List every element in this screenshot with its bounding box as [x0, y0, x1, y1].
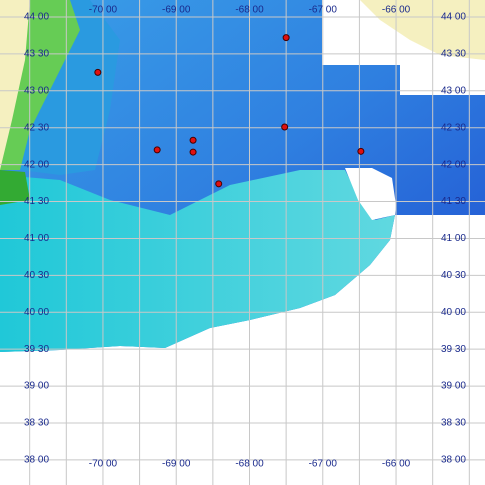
y-tick-label: 44 00 [441, 12, 466, 23]
graticule-labels: -70 00 -70 00 -69 00 -69 00 -68 00 -68 00 -67 … [24, 5, 466, 470]
y-tick-label: 40 30 [441, 270, 466, 281]
y-tick-label: 43 30 [24, 49, 49, 60]
x-tick-label: -70 00 [89, 5, 118, 16]
x-tick-label: -66 00 [382, 459, 411, 470]
x-tick-label: -67 00 [309, 5, 338, 16]
station-point [189, 148, 197, 156]
y-tick-label: 41 00 [441, 233, 466, 244]
y-tick-label: 42 30 [441, 122, 466, 133]
y-tick-label: 41 30 [441, 196, 466, 207]
y-tick-label: 43 30 [441, 49, 466, 60]
x-tick-label: -67 00 [309, 459, 338, 470]
x-tick-label: -68 00 [235, 5, 264, 16]
station-point [153, 146, 161, 154]
y-tick-label: 39 00 [441, 381, 466, 392]
y-tick-label: 42 30 [24, 122, 49, 133]
x-tick-label: -70 00 [89, 459, 118, 470]
x-tick-label: -66 00 [382, 5, 411, 16]
bathymetry [0, 0, 485, 352]
y-tick-label: 43 00 [441, 85, 466, 96]
y-tick-label: 41 30 [24, 196, 49, 207]
station-point [189, 136, 197, 144]
y-tick-label: 43 00 [24, 85, 49, 96]
y-tick-label: 44 00 [24, 12, 49, 23]
x-tick-label: -69 00 [162, 5, 191, 16]
x-tick-label: -69 00 [162, 459, 191, 470]
y-tick-label: 38 00 [24, 455, 49, 466]
y-tick-label: 39 30 [24, 344, 49, 355]
y-tick-label: 40 00 [441, 307, 466, 318]
y-tick-label: 42 00 [24, 159, 49, 170]
y-tick-label: 39 00 [24, 381, 49, 392]
y-tick-label: 38 30 [441, 418, 466, 429]
y-tick-label: 40 30 [24, 270, 49, 281]
station-point [282, 34, 290, 42]
station-point [94, 68, 102, 76]
x-tick-label: -68 00 [235, 459, 264, 470]
station-point [281, 123, 289, 131]
y-tick-label: 38 00 [441, 455, 466, 466]
station-point [357, 147, 365, 155]
station-point [215, 180, 223, 188]
y-tick-label: 38 30 [24, 418, 49, 429]
y-tick-label: 39 30 [441, 344, 466, 355]
y-tick-label: 41 00 [24, 233, 49, 244]
stations [94, 34, 365, 188]
y-tick-label: 40 00 [24, 307, 49, 318]
y-tick-label: 42 00 [441, 159, 466, 170]
